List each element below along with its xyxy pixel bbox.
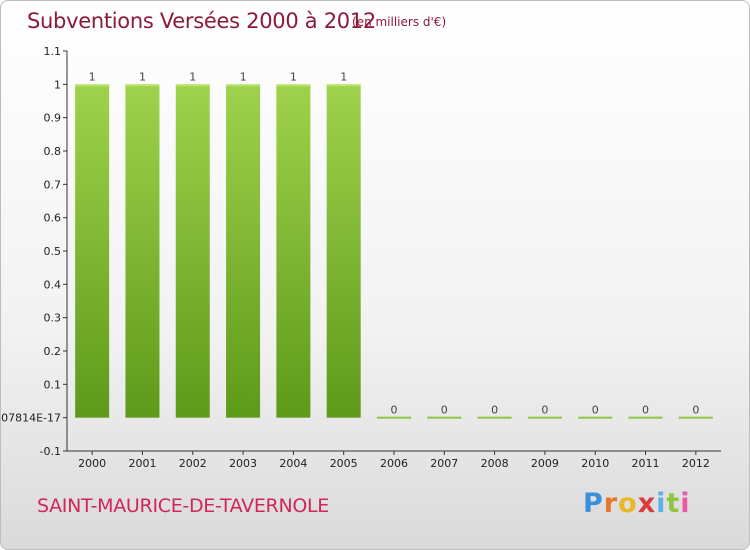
chart-axes bbox=[63, 50, 721, 455]
y-tick-label: 0.2 bbox=[44, 345, 62, 358]
y-tick-label: 0.1 bbox=[44, 378, 62, 391]
y-tick-label: 0.7 bbox=[44, 178, 62, 191]
x-tick-label: 2001 bbox=[128, 457, 156, 470]
y-tick-label: 0.9 bbox=[44, 112, 62, 125]
y-tick-label: 0.6 bbox=[44, 212, 62, 225]
brand-letter: t bbox=[666, 488, 681, 519]
x-tick-label: 2010 bbox=[581, 457, 609, 470]
data-label: 0 bbox=[642, 404, 649, 417]
x-tick-label: 2012 bbox=[682, 457, 710, 470]
data-label: 0 bbox=[391, 404, 398, 417]
x-tick-label: 2007 bbox=[430, 457, 458, 470]
x-tick-label: 2004 bbox=[279, 457, 307, 470]
bar-2009 bbox=[527, 416, 562, 419]
brand-letter: P bbox=[583, 488, 604, 519]
y-tick-label: 0.5 bbox=[44, 245, 62, 258]
bar-highlight-2005 bbox=[326, 84, 361, 87]
x-tick-label: 2011 bbox=[632, 457, 660, 470]
x-tick-label: 2005 bbox=[330, 457, 358, 470]
chart-labels: 1.1 1 0.9 0.8 0.7 0.6 0.5 0.4 0.3 0.2 0.1 -1.387778… bbox=[1, 45, 710, 470]
brand-letter: i bbox=[656, 488, 667, 519]
y-tick-label: 1.1 bbox=[44, 45, 62, 58]
chart-bars bbox=[75, 84, 713, 419]
bar-2005 bbox=[326, 84, 361, 418]
x-tick-label: 2003 bbox=[229, 457, 257, 470]
x-tick-label: 2002 bbox=[179, 457, 207, 470]
data-label: 1 bbox=[290, 70, 297, 83]
data-label: 0 bbox=[692, 404, 699, 417]
data-label: 0 bbox=[592, 404, 599, 417]
data-label: 1 bbox=[89, 70, 96, 83]
bar-highlight-2001 bbox=[125, 84, 160, 87]
brand-letter: i bbox=[680, 488, 691, 519]
chart-title: Subventions Versées 2000 à 2012 bbox=[27, 9, 376, 33]
data-label: 0 bbox=[491, 404, 498, 417]
bar-2007 bbox=[427, 416, 462, 419]
bar-2011 bbox=[628, 416, 663, 419]
bar-2012 bbox=[678, 416, 713, 419]
bar-2000 bbox=[75, 84, 110, 418]
data-label: 1 bbox=[189, 70, 196, 83]
proxiti-logo: Proxiti bbox=[583, 488, 691, 519]
bar-2006 bbox=[377, 416, 411, 419]
data-label: 0 bbox=[441, 404, 448, 417]
brand-letter: x bbox=[637, 488, 657, 519]
y-tick-label: 0.4 bbox=[44, 278, 62, 291]
brand-letter: r bbox=[603, 488, 619, 519]
data-label: 0 bbox=[541, 404, 548, 417]
data-label: 1 bbox=[240, 70, 247, 83]
x-tick-label: 2008 bbox=[481, 457, 509, 470]
bar-highlight-2003 bbox=[226, 84, 261, 87]
data-label: 1 bbox=[340, 70, 347, 83]
bar-highlight-2000 bbox=[75, 84, 110, 87]
chart-unit-subtitle: (en milliers d'€) bbox=[352, 15, 447, 29]
y-tick-label: -1.3877787807814E-17 bbox=[1, 412, 61, 425]
bar-highlight-2002 bbox=[175, 84, 210, 87]
y-tick-label: 0.3 bbox=[44, 312, 62, 325]
y-tick-label: 0.8 bbox=[44, 145, 62, 158]
y-tick-label: -0.1 bbox=[40, 445, 61, 458]
bar-2002 bbox=[175, 84, 210, 418]
brand-letter: o bbox=[618, 488, 638, 519]
x-tick-label: 2009 bbox=[531, 457, 559, 470]
commune-name: SAINT-MAURICE-DE-TAVERNOLE bbox=[37, 495, 329, 517]
bar-2003 bbox=[226, 84, 261, 418]
data-label: 1 bbox=[139, 70, 146, 83]
bar-2008 bbox=[477, 416, 512, 419]
bar-2010 bbox=[578, 416, 613, 419]
x-tick-label: 2000 bbox=[78, 457, 106, 470]
bar-2001 bbox=[125, 84, 160, 418]
bar-2004 bbox=[276, 84, 311, 418]
y-tick-label: 1 bbox=[54, 78, 61, 91]
x-tick-label: 2006 bbox=[380, 457, 408, 470]
bar-highlight-2004 bbox=[276, 84, 311, 87]
